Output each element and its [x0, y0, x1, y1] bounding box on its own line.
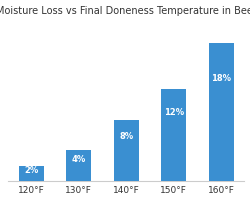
- Title: Moisture Loss vs Final Doneness Temperature in Beef: Moisture Loss vs Final Doneness Temperat…: [0, 6, 250, 15]
- Text: 4%: 4%: [72, 154, 86, 163]
- Bar: [19, 166, 44, 181]
- Bar: [162, 89, 186, 181]
- Text: 18%: 18%: [211, 73, 231, 82]
- Bar: [209, 43, 234, 181]
- Bar: [114, 120, 138, 181]
- Text: 8%: 8%: [119, 131, 133, 140]
- Text: 2%: 2%: [24, 165, 38, 174]
- Bar: [66, 151, 91, 181]
- Text: 12%: 12%: [164, 108, 184, 117]
